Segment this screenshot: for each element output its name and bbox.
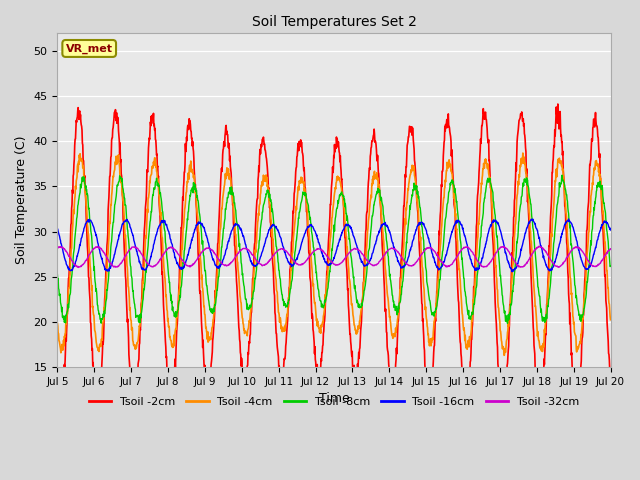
Tsoil -8cm bbox=[607, 263, 614, 269]
Tsoil -8cm bbox=[177, 294, 184, 300]
Tsoil -32cm bbox=[535, 243, 543, 249]
Tsoil -4cm bbox=[420, 284, 428, 289]
Title: Soil Temperatures Set 2: Soil Temperatures Set 2 bbox=[252, 15, 417, 29]
Tsoil -2cm bbox=[420, 333, 428, 339]
Tsoil -8cm bbox=[558, 172, 566, 178]
Tsoil -16cm bbox=[607, 227, 614, 233]
Tsoil -32cm bbox=[177, 255, 184, 261]
Tsoil -8cm bbox=[239, 272, 246, 278]
Tsoil -16cm bbox=[541, 259, 549, 265]
Tsoil -16cm bbox=[239, 230, 246, 236]
Tsoil -4cm bbox=[54, 320, 61, 326]
Tsoil -2cm bbox=[177, 252, 184, 257]
Tsoil -32cm bbox=[239, 246, 246, 252]
Tsoil -4cm bbox=[177, 268, 184, 274]
Tsoil -32cm bbox=[54, 245, 61, 251]
Tsoil -4cm bbox=[239, 315, 246, 321]
Tsoil -4cm bbox=[492, 263, 500, 268]
Tsoil -16cm bbox=[564, 216, 572, 222]
Tsoil -8cm bbox=[420, 238, 428, 243]
Tsoil -32cm bbox=[541, 249, 549, 254]
Tsoil -16cm bbox=[163, 224, 171, 229]
Tsoil -32cm bbox=[75, 264, 83, 270]
Tsoil -2cm bbox=[163, 368, 171, 374]
Tsoil -2cm bbox=[541, 342, 549, 348]
Tsoil -32cm bbox=[163, 247, 171, 252]
Tsoil -16cm bbox=[177, 265, 184, 271]
Line: Tsoil -8cm: Tsoil -8cm bbox=[58, 175, 611, 324]
Tsoil -8cm bbox=[54, 272, 61, 277]
Tsoil -8cm bbox=[163, 255, 171, 261]
Tsoil -32cm bbox=[420, 248, 428, 254]
Line: Tsoil -4cm: Tsoil -4cm bbox=[58, 153, 611, 355]
Tsoil -8cm bbox=[541, 314, 549, 320]
Tsoil -2cm bbox=[499, 409, 506, 415]
Tsoil -4cm bbox=[519, 150, 527, 156]
Tsoil -2cm bbox=[554, 101, 562, 107]
Tsoil -2cm bbox=[607, 369, 614, 374]
Tsoil -2cm bbox=[54, 383, 61, 389]
Tsoil -32cm bbox=[493, 250, 500, 255]
Text: VR_met: VR_met bbox=[66, 43, 113, 54]
Tsoil -16cm bbox=[54, 226, 61, 231]
Tsoil -2cm bbox=[239, 366, 246, 372]
Tsoil -8cm bbox=[504, 321, 511, 326]
Tsoil -4cm bbox=[163, 307, 171, 312]
Line: Tsoil -2cm: Tsoil -2cm bbox=[58, 104, 611, 412]
Y-axis label: Soil Temperature (C): Soil Temperature (C) bbox=[15, 136, 28, 264]
X-axis label: Time: Time bbox=[319, 392, 349, 406]
Tsoil -8cm bbox=[492, 222, 500, 228]
Line: Tsoil -32cm: Tsoil -32cm bbox=[58, 246, 611, 267]
Line: Tsoil -16cm: Tsoil -16cm bbox=[58, 219, 611, 272]
Tsoil -4cm bbox=[607, 317, 614, 323]
Tsoil -16cm bbox=[492, 217, 500, 223]
Tsoil -16cm bbox=[508, 269, 516, 275]
Tsoil -4cm bbox=[500, 352, 508, 358]
Tsoil -2cm bbox=[492, 315, 500, 321]
Tsoil -16cm bbox=[420, 221, 428, 227]
Tsoil -4cm bbox=[541, 320, 549, 326]
Legend: Tsoil -2cm, Tsoil -4cm, Tsoil -8cm, Tsoil -16cm, Tsoil -32cm: Tsoil -2cm, Tsoil -4cm, Tsoil -8cm, Tsoi… bbox=[84, 393, 584, 412]
Tsoil -32cm bbox=[607, 246, 614, 252]
